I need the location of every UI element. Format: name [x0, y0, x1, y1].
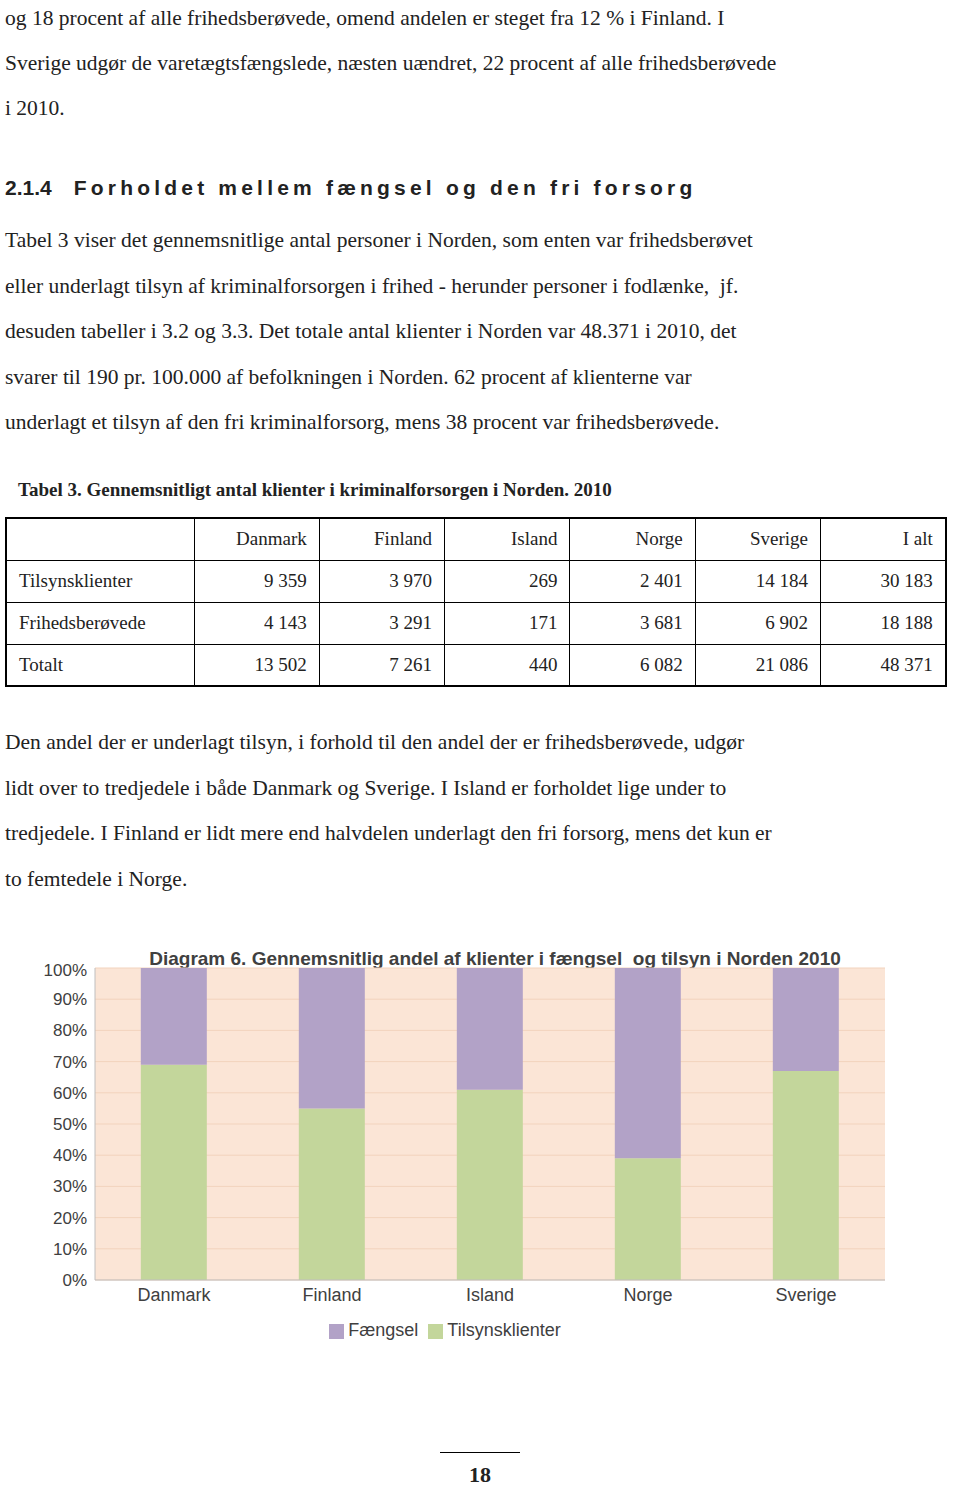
- svg-text:Danmark: Danmark: [137, 1285, 211, 1305]
- html-text:2.1.4: 2.1.4: [5, 176, 52, 199]
- html-text:6 902: 6 902: [765, 612, 808, 633]
- html-text:underlagt et tilsyn af den fri: underlagt et tilsyn af den fri kriminalf…: [5, 410, 720, 434]
- svg-text:60%: 60%: [53, 1084, 87, 1103]
- html-text:og 18 procent af alle frihedsb: og 18 procent af alle frihedsberøvede, o…: [5, 6, 725, 30]
- html-text:Diagram 6. Gennemsnitlig andel: Diagram 6. Gennemsnitlig andel af klient…: [149, 948, 841, 969]
- html-text:269: 269: [528, 570, 558, 591]
- html-text:440: 440: [528, 653, 558, 675]
- html-text:Tabel 3 viser det gennemsnitli: Tabel 3 viser det gennemsnitlige antal p…: [5, 228, 753, 252]
- html-text:Fængsel: Fængsel: [348, 1320, 419, 1340]
- html-text:Totalt: Totalt: [19, 653, 64, 675]
- html-text:Norge: Norge: [635, 528, 683, 550]
- svg-text:Island: Island: [466, 1285, 514, 1305]
- html-text:Tilsynsklienter: Tilsynsklienter: [19, 570, 133, 591]
- svg-text:30%: 30%: [53, 1177, 87, 1196]
- html-text:21 086: 21 086: [755, 653, 808, 675]
- svg-text:40%: 40%: [53, 1146, 87, 1165]
- html-text:6 082: 6 082: [639, 653, 683, 675]
- html-text:i 2010.: i 2010.: [5, 96, 65, 120]
- html-text:Finland: Finland: [374, 528, 433, 550]
- html-text:Sverige udgør de varetægtsfæng: Sverige udgør de varetægtsfængslede, næs…: [5, 51, 777, 75]
- html-text:Sverige: Sverige: [749, 528, 808, 550]
- svg-text:100%: 100%: [44, 961, 87, 980]
- svg-text:90%: 90%: [53, 990, 87, 1009]
- html-text:30 183: 30 183: [880, 570, 933, 591]
- html-text:Den andel der er underlagt til: Den andel der er underlagt tilsyn, i for…: [5, 730, 745, 754]
- html-text:eller underlagt tilsyn af krim: eller underlagt tilsyn af kriminalforsor…: [5, 273, 739, 298]
- html-text:svarer til 190 pr. 100.000 af: svarer til 190 pr. 100.000 af befolkning…: [5, 364, 692, 389]
- html-text:to femtedele i Norge.: to femtedele i Norge.: [5, 866, 188, 891]
- svg-text:0%: 0%: [62, 1271, 87, 1290]
- html-text:Tilsynsklienter: Tilsynsklienter: [447, 1320, 561, 1340]
- svg-text:50%: 50%: [53, 1115, 87, 1134]
- html-text:Tabel 3. Gennemsnitligt antal: Tabel 3. Gennemsnitligt antal klienter i…: [18, 479, 612, 500]
- html-text:3 681: 3 681: [639, 612, 683, 633]
- html-text:lidt over to tredjedele i både: lidt over to tredjedele i både Danmark o…: [5, 775, 727, 800]
- svg-text:70%: 70%: [53, 1053, 87, 1072]
- html-text:Forholdet mellem fængsel og de: Forholdet mellem fængsel og den fri fors…: [73, 176, 697, 199]
- html-text:4 143: 4 143: [264, 612, 307, 633]
- html-text:2 401: 2 401: [639, 570, 683, 591]
- svg-text:Norge: Norge: [623, 1285, 672, 1305]
- html-text:13 502: 13 502: [254, 653, 307, 675]
- html-text:14 184: 14 184: [755, 570, 808, 591]
- html-text:I alt: I alt: [902, 528, 933, 550]
- html-text:3 291: 3 291: [389, 612, 433, 633]
- html-text:171: 171: [528, 612, 558, 633]
- html-text:Danmark: Danmark: [236, 528, 307, 550]
- svg-text:80%: 80%: [53, 1021, 87, 1040]
- svg-text:Sverige: Sverige: [775, 1285, 836, 1305]
- svg-text:Finland: Finland: [302, 1285, 361, 1305]
- svg-text:10%: 10%: [53, 1240, 87, 1259]
- html-text:3 970: 3 970: [389, 570, 433, 591]
- svg-text:20%: 20%: [53, 1209, 87, 1228]
- html-text:7 261: 7 261: [389, 653, 433, 675]
- html-text:Frihedsberøvede: Frihedsberøvede: [19, 612, 146, 633]
- html-text:tredjedele. I Finland er lidt: tredjedele. I Finland er lidt mere end h…: [5, 821, 772, 845]
- html-text:9 359: 9 359: [264, 570, 307, 591]
- html-text:18: 18: [469, 1462, 491, 1486]
- html-text:48 371: 48 371: [880, 653, 933, 675]
- html-text:Island: Island: [511, 528, 558, 550]
- html-text:18 188: 18 188: [880, 612, 933, 633]
- html-text:desuden tabeller i 3.2 og 3.3.: desuden tabeller i 3.2 og 3.3. Det total…: [5, 319, 737, 343]
